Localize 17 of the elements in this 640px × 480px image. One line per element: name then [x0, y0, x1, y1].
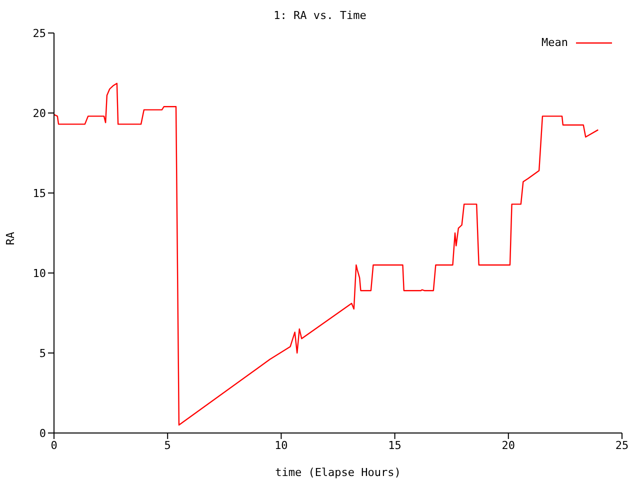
x-tick-label: 20 [502, 438, 516, 452]
x-axis-title: time (Elapse Hours) [274, 466, 402, 479]
x-tick-label: 10 [274, 438, 288, 452]
y-tick-label: 20 [32, 106, 46, 120]
x-tick-label: 25 [615, 438, 629, 452]
line-series [54, 82, 599, 426]
y-tick-label: 10 [32, 266, 46, 280]
y-tick-label: 5 [39, 346, 46, 360]
y-axis-title: RA [4, 232, 18, 246]
y-tick-label: 25 [32, 26, 46, 40]
legend-label: Mean [542, 36, 568, 49]
x-tick-label: 15 [388, 438, 402, 452]
x-tick-label: 0 [50, 438, 58, 452]
chart-title: 1: RA vs. Time [272, 9, 368, 22]
x-tick-label: 5 [164, 438, 171, 452]
y-tick-label: 0 [39, 426, 46, 440]
y-tick-label: 15 [32, 186, 46, 200]
